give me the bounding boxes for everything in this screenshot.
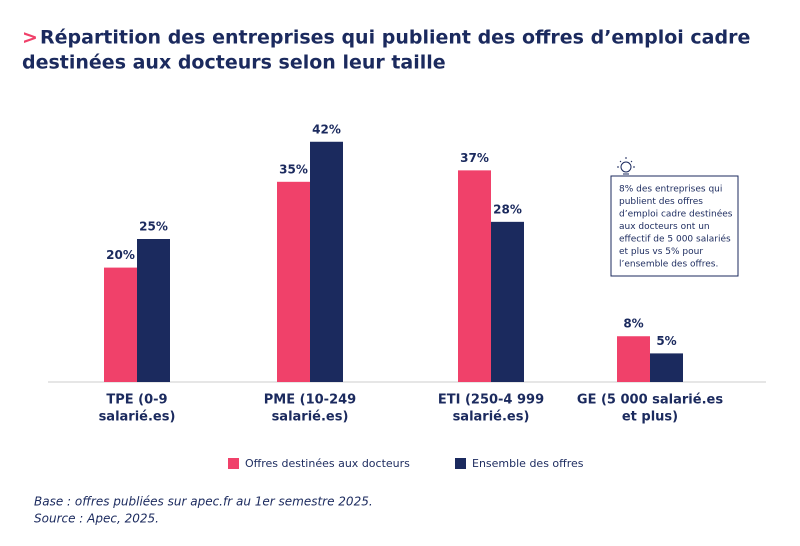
annotation-text: et plus vs 5% pour [619, 247, 703, 257]
x-tick-label: ETI (250-4 999 [438, 393, 544, 408]
annotation-text: publient des offres [619, 197, 703, 207]
data-label: 20% [106, 248, 135, 262]
bar [458, 170, 491, 382]
annotation-box [610, 175, 739, 277]
x-tick-label: GE (5 000 salarié.es [577, 393, 723, 408]
data-label: 28% [493, 202, 522, 216]
bar [137, 239, 170, 382]
data-label: 5% [656, 334, 676, 348]
x-tick-label: salarié.es) [272, 410, 349, 425]
chart-title: destinées aux docteurs selon leur taille [22, 52, 446, 74]
data-label: 37% [460, 151, 489, 165]
legend-label: Ensemble des offres [472, 457, 584, 470]
annotation-text: effectif de 5 000 salariés [619, 234, 731, 245]
legend-swatch [228, 458, 239, 469]
x-tick-label: salarié.es) [99, 410, 176, 425]
note: Base : offres publiées sur apec.fr au 1e… [34, 495, 373, 509]
bar [310, 141, 343, 382]
lightbulb-icon [617, 157, 635, 175]
x-tick-label: et plus) [622, 410, 678, 425]
data-label: 42% [312, 122, 341, 136]
note: Source : Apec, 2025. [34, 512, 159, 526]
x-tick-label: salarié.es) [453, 410, 530, 425]
bar [104, 267, 137, 382]
bar [650, 353, 683, 382]
annotation-text: aux docteurs ont un [619, 222, 710, 232]
x-tick-label: TPE (0-9 [106, 393, 167, 408]
bar [491, 221, 524, 382]
title-prefix: > [22, 27, 38, 49]
annotation-text: 8% des entreprises qui [619, 185, 722, 195]
legend-label: Offres destinées aux docteurs [245, 457, 410, 470]
bar [617, 336, 650, 382]
bar [277, 181, 310, 382]
chart-title: Répartition des entreprises qui publient… [40, 27, 750, 49]
data-label: 8% [623, 317, 643, 331]
legend-swatch [455, 458, 466, 469]
annotation-text: l’ensemble des offres. [619, 260, 718, 270]
data-label: 35% [279, 162, 308, 176]
annotation-text: d’emploi cadre destinées [619, 209, 733, 220]
x-tick-label: PME (10-249 [264, 393, 356, 408]
data-label: 25% [139, 220, 168, 234]
